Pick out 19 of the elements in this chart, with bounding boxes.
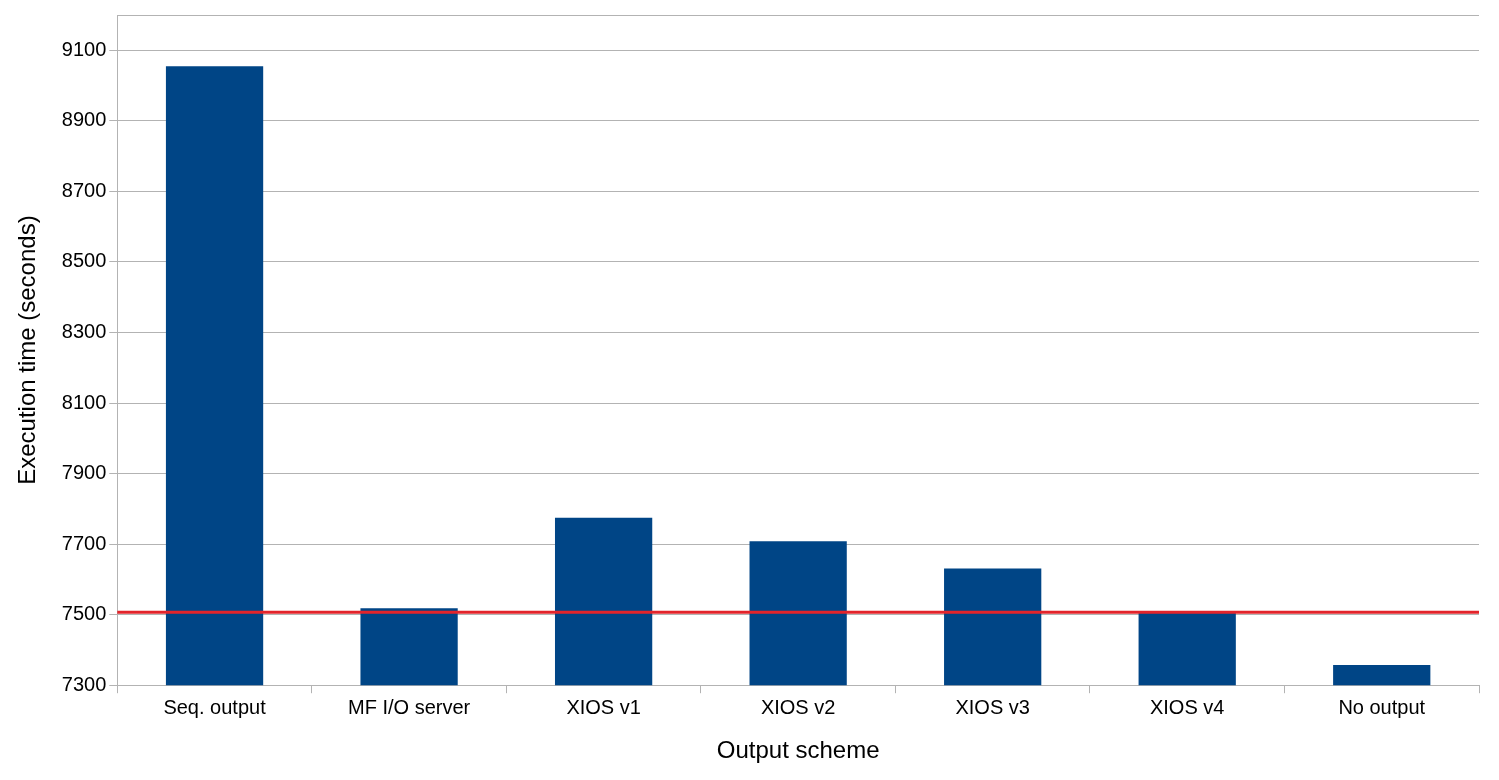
- x-tick-label: XIOS v3: [955, 695, 1030, 718]
- y-tick-label: 8100: [61, 390, 107, 413]
- y-tick-label: 8700: [61, 178, 107, 201]
- y-tick-label: 7900: [61, 461, 107, 484]
- y-tick-label: 8500: [61, 249, 107, 272]
- y-tick-label: 9100: [61, 37, 107, 60]
- x-tick-label: XIOS v1: [566, 695, 641, 718]
- y-tick-label: 8300: [61, 319, 107, 342]
- x-tick-label: XIOS v4: [1149, 695, 1225, 718]
- y-tick-label: 7700: [61, 531, 107, 554]
- y-axis-title: Execution time (seconds): [13, 215, 41, 485]
- x-tick-label: No output: [1338, 695, 1426, 718]
- x-axis-title: Output scheme: [716, 736, 880, 764]
- y-tick-label: 7300: [61, 672, 107, 695]
- x-tick-label: MF I/O server: [347, 695, 471, 718]
- y-tick-label: 8900: [61, 108, 107, 131]
- y-tick-label: 7500: [61, 602, 107, 625]
- x-tick-label: Seq. output: [163, 695, 267, 718]
- x-tick-label: XIOS v2: [760, 695, 836, 718]
